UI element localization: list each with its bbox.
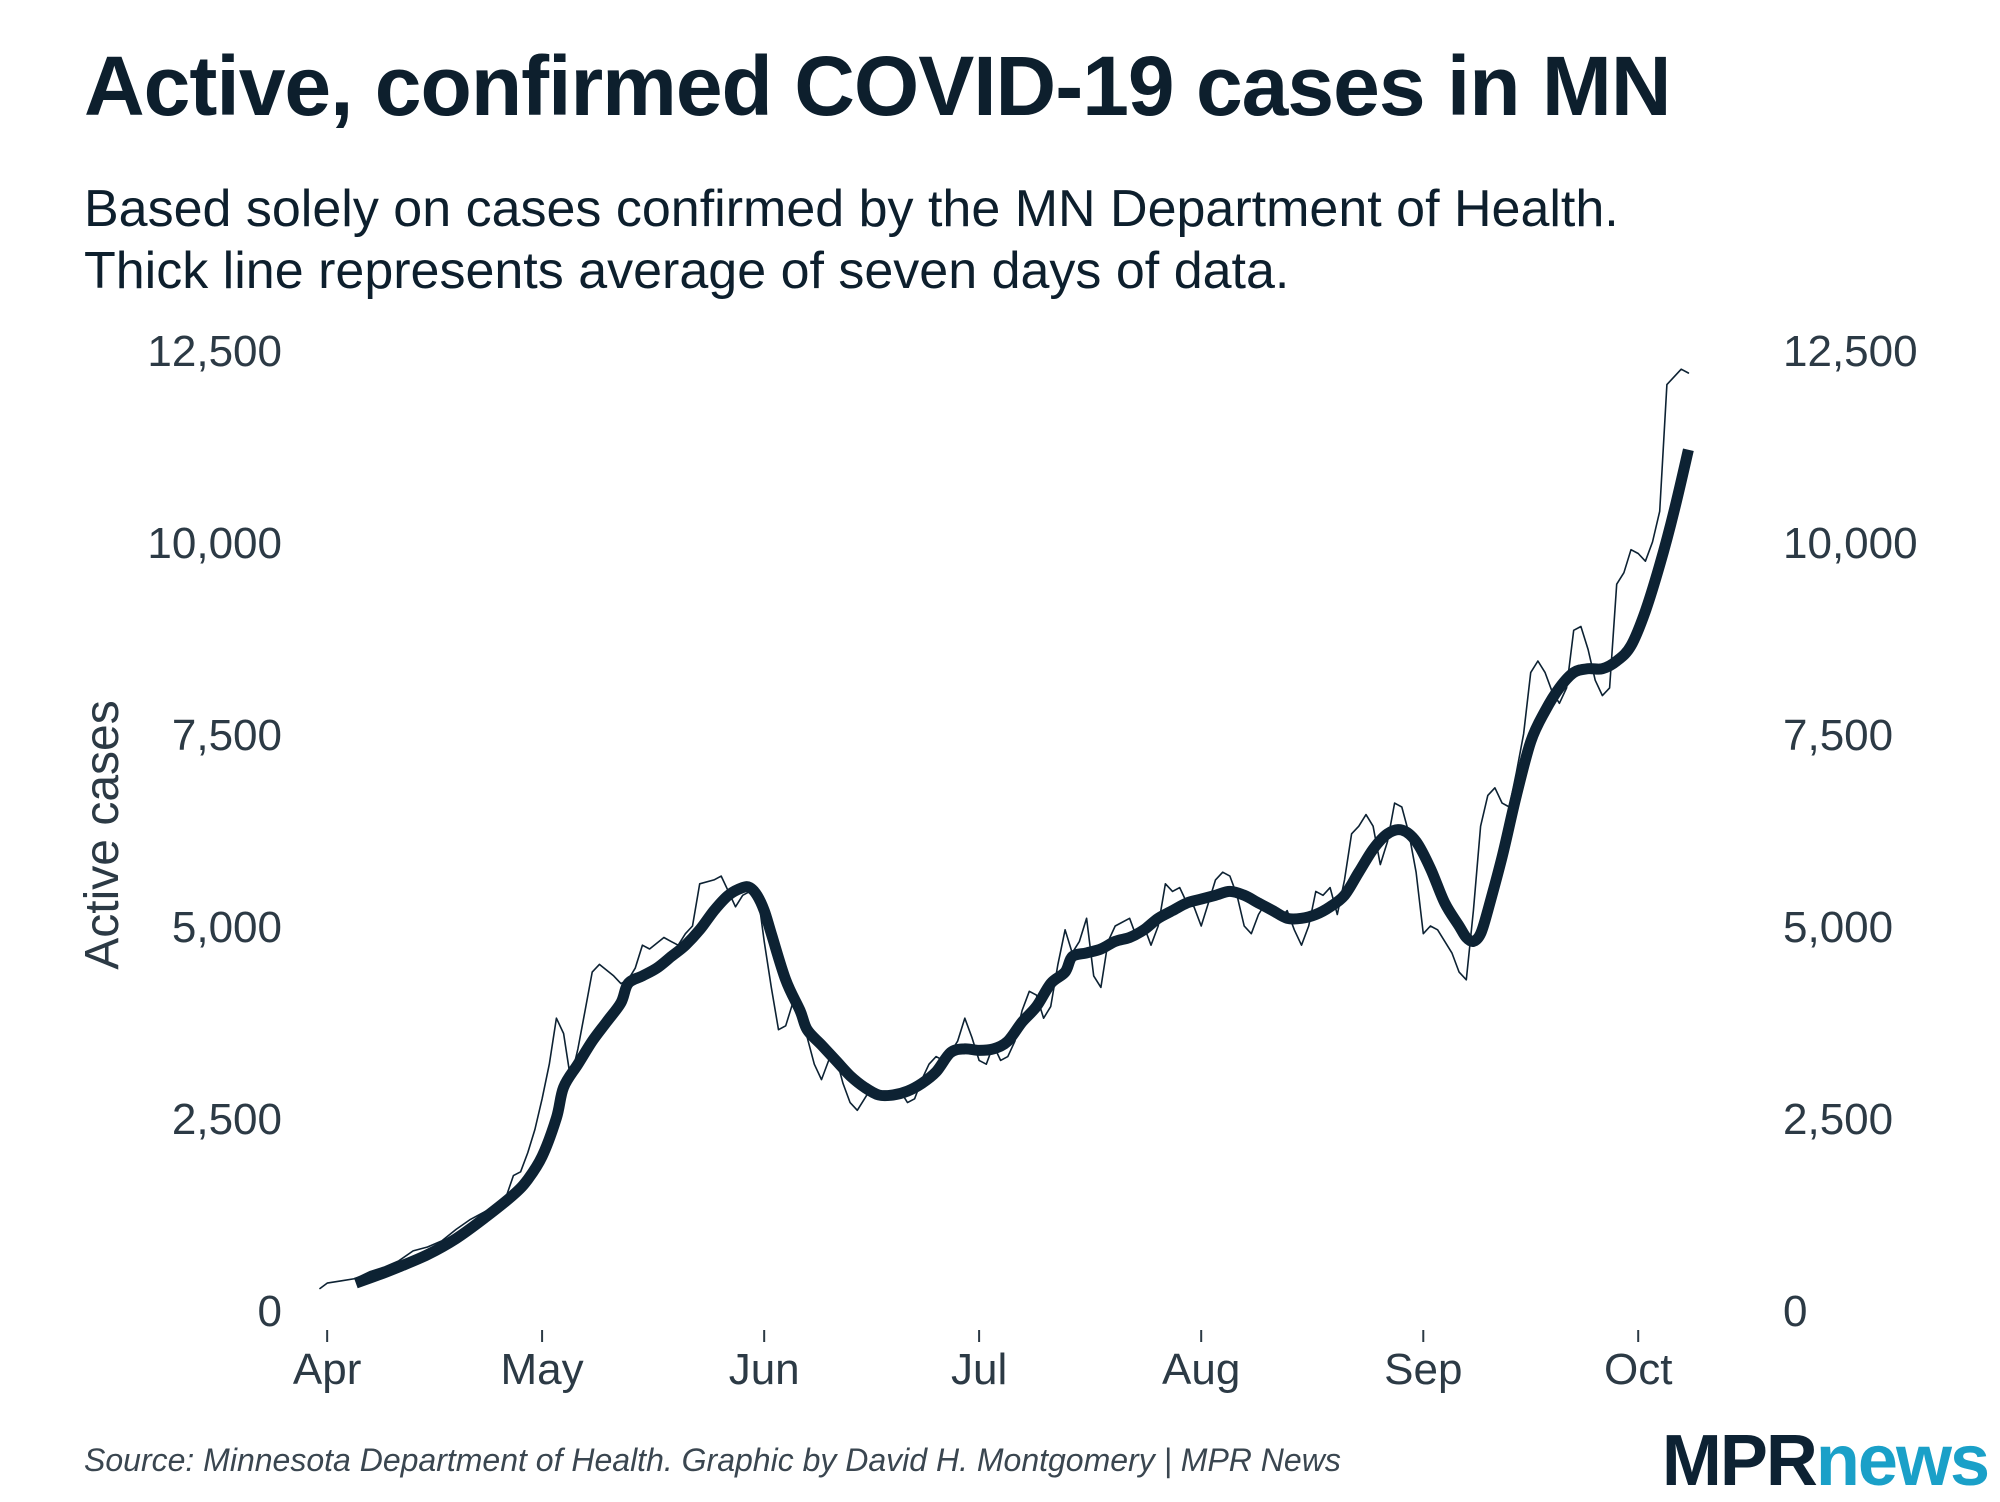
chart-title: Active, confirmed COVID-19 cases in MN	[84, 39, 1672, 133]
x-tick-label-aug: Aug	[1162, 1345, 1240, 1394]
y-tick-label-right: 5,000	[1783, 903, 1893, 952]
x-tick-label-oct: Oct	[1604, 1345, 1672, 1394]
y-tick-label-left: 7,500	[172, 711, 282, 760]
y-tick-label-right: 10,000	[1783, 519, 1918, 568]
y-tick-label-left: 5,000	[172, 903, 282, 952]
source-note: Source: Minnesota Department of Health. …	[84, 1442, 1341, 1478]
x-tick-label-sep: Sep	[1384, 1345, 1462, 1394]
y-axis-right: 0 2,500 5,000 7,500 10,000 12,500	[1783, 327, 1918, 1336]
y-tick-label-left: 10,000	[147, 519, 282, 568]
y-tick-label-right: 2,500	[1783, 1095, 1893, 1144]
y-tick-label-right: 7,500	[1783, 711, 1893, 760]
x-tick-label-may: May	[501, 1345, 584, 1394]
mpr-news-logo: MPRnews	[1661, 1420, 1990, 1502]
logo-news: news	[1815, 1421, 1990, 1501]
series-line-daily	[319, 368, 1690, 1290]
x-tick-label-apr: Apr	[293, 1345, 361, 1394]
y-tick-label-left: 0	[258, 1287, 282, 1336]
x-axis: Apr May Jun Jul Aug Sep Oct	[293, 1330, 1672, 1394]
series-group	[319, 368, 1694, 1290]
y-axis-left: 0 2,500 5,000 7,500 10,000 12,500	[147, 327, 282, 1336]
logo-mpr: MPR	[1661, 1421, 1818, 1501]
y-tick-label-left: 12,500	[147, 327, 282, 376]
x-tick-label-jun: Jun	[729, 1345, 800, 1394]
series-line-7-day-average	[353, 448, 1694, 1289]
chart-subtitle: Based solely on cases confirmed by the M…	[84, 178, 1619, 302]
x-tick-label-jul: Jul	[951, 1345, 1007, 1394]
y-tick-label-left: 2,500	[172, 1095, 282, 1144]
subtitle-line-1: Based solely on cases confirmed by the M…	[84, 180, 1619, 238]
y-tick-label-right: 0	[1783, 1287, 1807, 1336]
y-tick-label-right: 12,500	[1783, 327, 1918, 376]
subtitle-line-2: Thick line represents average of seven d…	[84, 242, 1290, 300]
y-axis-label: Active cases	[76, 700, 129, 969]
